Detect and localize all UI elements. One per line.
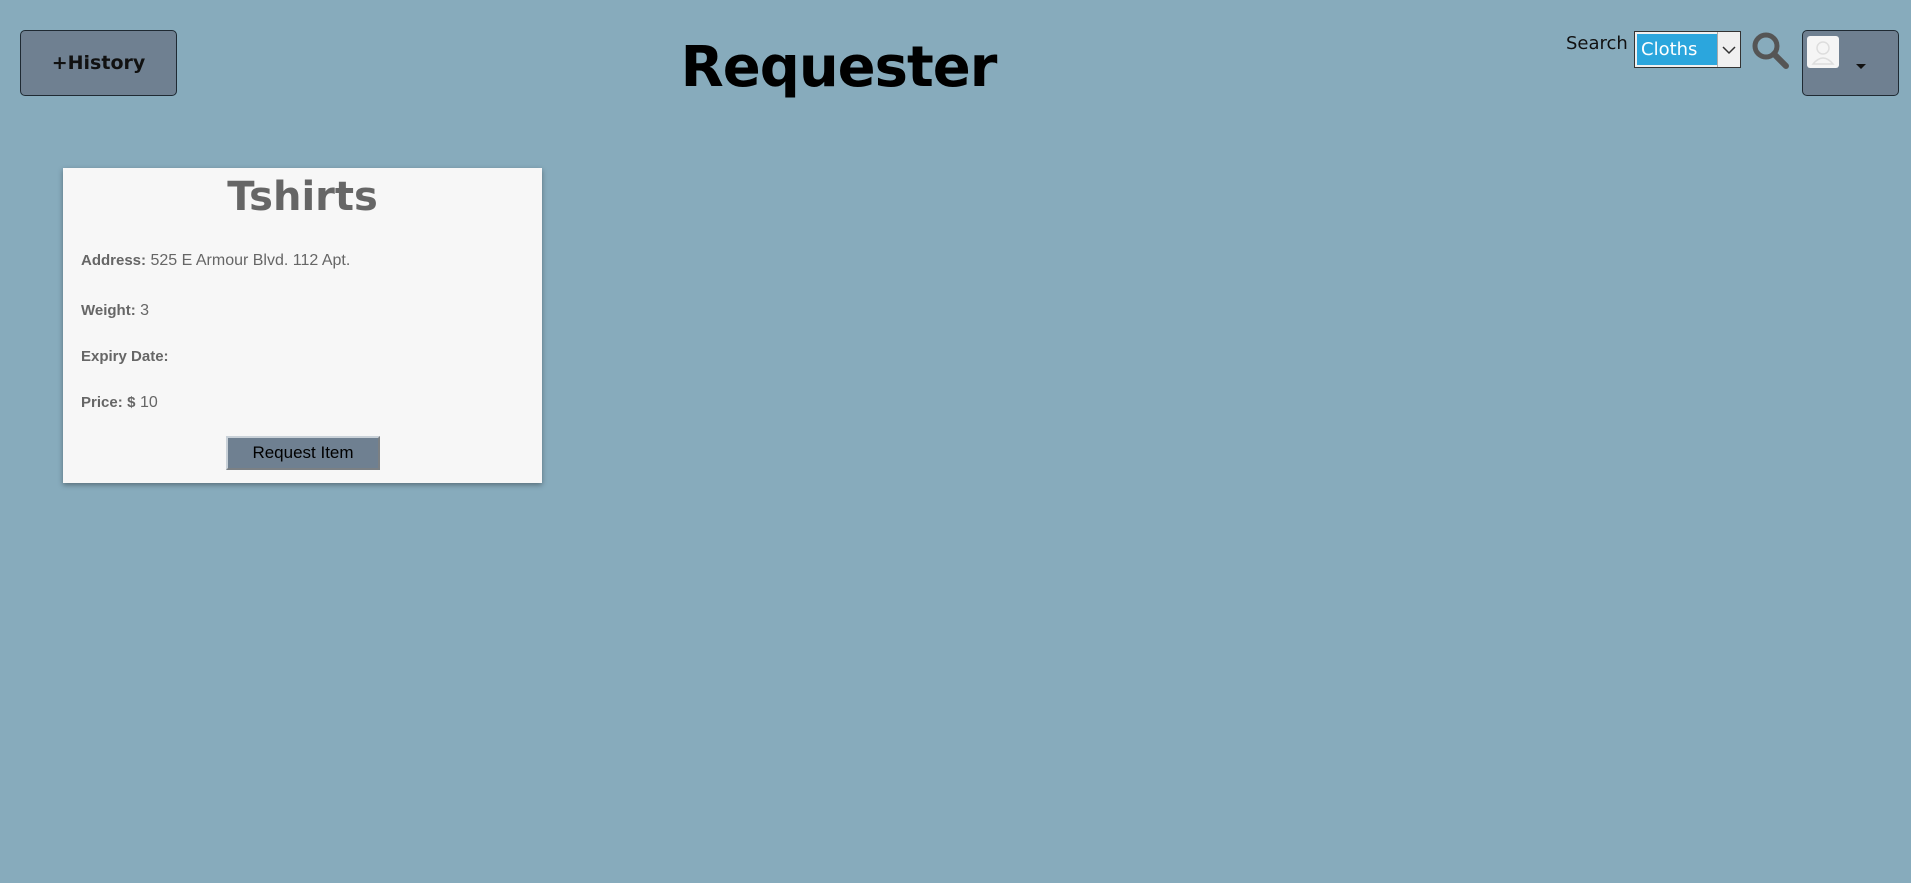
search-icon[interactable] [1750, 30, 1790, 70]
user-avatar-icon [1807, 36, 1839, 68]
item-weight: Weight: 3 [81, 302, 149, 320]
item-card: Tshirts Address: 525 E Armour Blvd. 112 … [63, 168, 542, 483]
item-expiry-date: Expiry Date: [81, 348, 169, 366]
expiry-date-label: Expiry Date: [81, 348, 169, 365]
address-label: Address: [81, 252, 147, 269]
address-value: 525 E Armour Blvd. 112 Apt. [150, 252, 351, 269]
chevron-down-icon [1717, 32, 1740, 67]
price-currency: $ [127, 394, 136, 411]
item-title: Tshirts [227, 174, 378, 220]
weight-label: Weight: [81, 302, 136, 319]
search-label: Search [1566, 33, 1628, 54]
caret-down-icon [1856, 64, 1866, 69]
weight-value: 3 [140, 302, 150, 319]
history-button[interactable]: +History [20, 30, 177, 96]
item-price: Price: $ 10 [81, 394, 158, 412]
request-item-button[interactable]: Request Item [226, 436, 380, 470]
search-category-select[interactable]: Cloths [1634, 31, 1741, 68]
item-address: Address: 525 E Armour Blvd. 112 Apt. [81, 252, 350, 270]
price-value: 10 [139, 394, 158, 411]
user-menu-button[interactable] [1802, 30, 1899, 96]
price-label: Price: [81, 394, 123, 411]
page-title: Requester [680, 35, 998, 100]
search-category-value: Cloths [1637, 34, 1717, 65]
